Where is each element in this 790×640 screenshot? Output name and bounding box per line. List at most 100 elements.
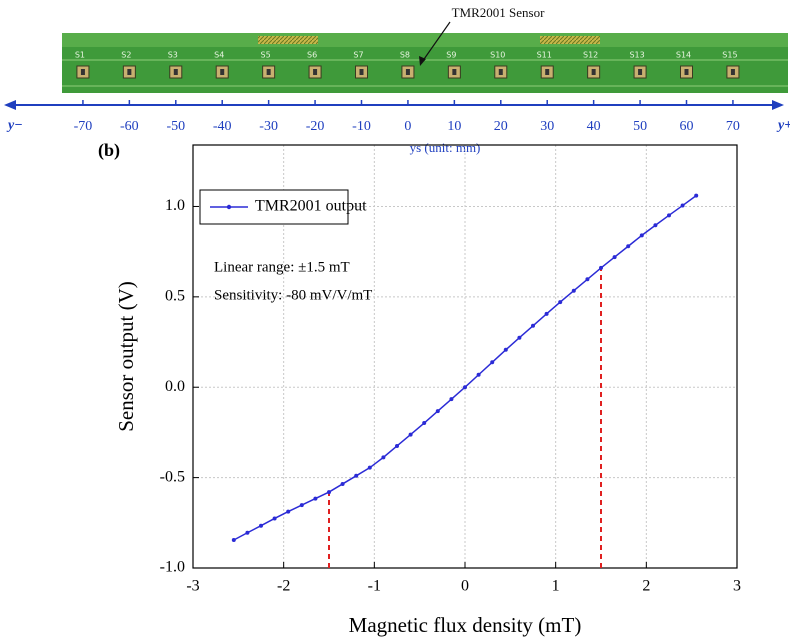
data-point [245, 530, 250, 535]
panel-label: (b) [98, 140, 120, 161]
sensor-label: S11 [537, 51, 552, 60]
ruler-tick-label: -60 [120, 119, 139, 134]
data-point [408, 432, 413, 437]
sensor-pad [359, 69, 364, 75]
ruler-arrow [4, 100, 16, 110]
data-point [395, 443, 399, 448]
sensor-label: S5 [261, 51, 271, 60]
data-point [503, 347, 508, 352]
sensor-pad [452, 69, 457, 75]
sensor-pad [173, 69, 178, 75]
ruler-tick-label: -30 [259, 119, 278, 134]
annotation: Sensitivity: -80 mV/V/mT [214, 287, 372, 303]
data-point [490, 360, 495, 365]
x-tick-label: -2 [277, 578, 290, 595]
sensor-label: S12 [583, 51, 598, 60]
data-point [531, 323, 535, 328]
ruler-tick-label: 40 [587, 119, 601, 134]
x-tick-label: 0 [461, 578, 469, 595]
plot-frame [192, 144, 738, 569]
data-point [558, 300, 563, 305]
ruler-tick-label: -10 [352, 119, 371, 134]
y-tick-label: 1.0 [165, 197, 185, 214]
ruler-arrow [772, 100, 784, 110]
data-point [381, 455, 386, 460]
data-point [327, 490, 331, 495]
data-point [272, 516, 277, 521]
ruler-tick-label: 70 [726, 119, 740, 134]
x-tick-label: 1 [552, 578, 560, 595]
connector [540, 36, 600, 44]
data-point [544, 311, 549, 316]
data-point [476, 372, 481, 377]
sensor-label: S15 [722, 51, 737, 60]
x-tick-label: -3 [186, 578, 199, 595]
data-point [340, 481, 345, 486]
sensor-pad [220, 69, 225, 75]
data-point [259, 523, 263, 528]
ruler-tick-label: 60 [680, 119, 694, 134]
ruler-tick-label: 50 [633, 119, 647, 134]
data-point [286, 509, 291, 514]
y-tick-label: 0.5 [165, 288, 185, 305]
sensor-label: S3 [168, 51, 178, 60]
sensor-pad [127, 69, 132, 75]
data-point [694, 193, 699, 198]
ruler-tick-label: 30 [540, 119, 554, 134]
x-tick-label: 2 [642, 578, 650, 595]
data-point [626, 244, 631, 249]
ruler-tick-label: 20 [494, 119, 508, 134]
legend-label: TMR2001 output [255, 198, 367, 215]
ruler-left-label: y− [6, 118, 23, 133]
data-point [653, 223, 658, 228]
data-point [435, 409, 440, 414]
ruler-tick-label: -50 [166, 119, 185, 134]
data-point [422, 421, 427, 426]
y-axis-label: Sensor output (V) [114, 281, 138, 432]
sensor-label: S10 [490, 51, 505, 60]
annotation: Linear range: ±1.5 mT [214, 259, 350, 275]
x-axis-label: Magnetic flux density (mT) [349, 613, 582, 637]
sensor-label: S8 [400, 51, 410, 60]
data-point [367, 465, 372, 470]
y-tick-label: -1.0 [160, 559, 185, 576]
data-point [599, 265, 603, 270]
data-point [639, 233, 644, 238]
ruler-tick-label: 10 [447, 119, 461, 134]
data-point [680, 203, 685, 208]
sensor-pad [80, 69, 85, 75]
sensor-pad [591, 69, 596, 75]
x-tick-label: 3 [733, 578, 741, 595]
sensor-label: S7 [353, 51, 363, 60]
x-tick-label: -1 [368, 578, 381, 595]
sensor-label: S1 [75, 51, 85, 60]
sensor-label: S14 [676, 51, 691, 60]
data-point [612, 255, 617, 260]
sensor-pad [730, 69, 735, 75]
y-tick-label: -0.5 [160, 468, 185, 485]
sensor-label: S9 [446, 51, 456, 60]
sensor-pad [313, 69, 318, 75]
data-point [463, 385, 467, 390]
data-point [517, 335, 522, 340]
ruler-axis-label: ys (unit: mm) [410, 140, 481, 155]
sensor-pad [684, 69, 689, 75]
annotation-arrow [421, 21, 451, 63]
sensor-pad [638, 69, 643, 75]
sensor-pad [405, 69, 410, 75]
sensor-label: S13 [629, 51, 644, 60]
sensor-label: S4 [214, 51, 224, 60]
data-point [667, 213, 671, 218]
data-point [449, 397, 454, 402]
data-point [231, 537, 236, 542]
sensor-pad [498, 69, 503, 75]
sensor-pad [266, 69, 271, 75]
data-point [585, 277, 590, 282]
sensor-label: S6 [307, 51, 317, 60]
legend-marker [226, 204, 232, 210]
data-point [571, 288, 576, 293]
ruler-tick-label: -40 [213, 119, 232, 134]
connector [258, 36, 318, 44]
annotation-arrowhead [419, 56, 426, 66]
